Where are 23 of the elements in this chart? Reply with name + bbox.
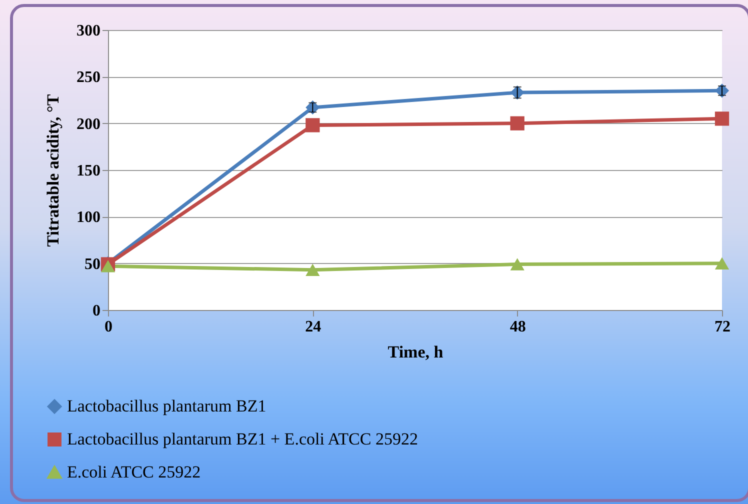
y-tick-label: 200 [76,116,100,133]
y-tick-label: 0 [92,302,100,320]
y-tick-label: 250 [76,69,100,86]
x-tick-label: 0 [104,318,112,336]
y-tick-label: 100 [76,209,100,226]
y-tick-label: 50 [84,256,100,273]
legend-label: E.coli ATCC 25922 [67,462,201,482]
y-axis-title: Titratable acidity, °T [44,94,62,247]
point [714,112,730,126]
legend-label: Lactobacillus plantarum BZ1 [67,396,266,416]
point [714,257,730,270]
x-axis-title: Time, h [388,342,444,362]
legend-label: Lactobacillus plantarum BZ1 + E.coli ATCC 25922 [67,430,418,448]
x-tick-label: 24 [305,318,322,336]
x-tick-label: 48 [510,318,526,336]
point [306,264,320,276]
y-tick-label: 300 [76,22,100,40]
x-tick-label: 72 [714,318,730,336]
point [306,118,320,132]
point [510,258,524,270]
y-tick-label: 150 [76,162,100,180]
point [100,260,116,272]
point [510,116,524,130]
